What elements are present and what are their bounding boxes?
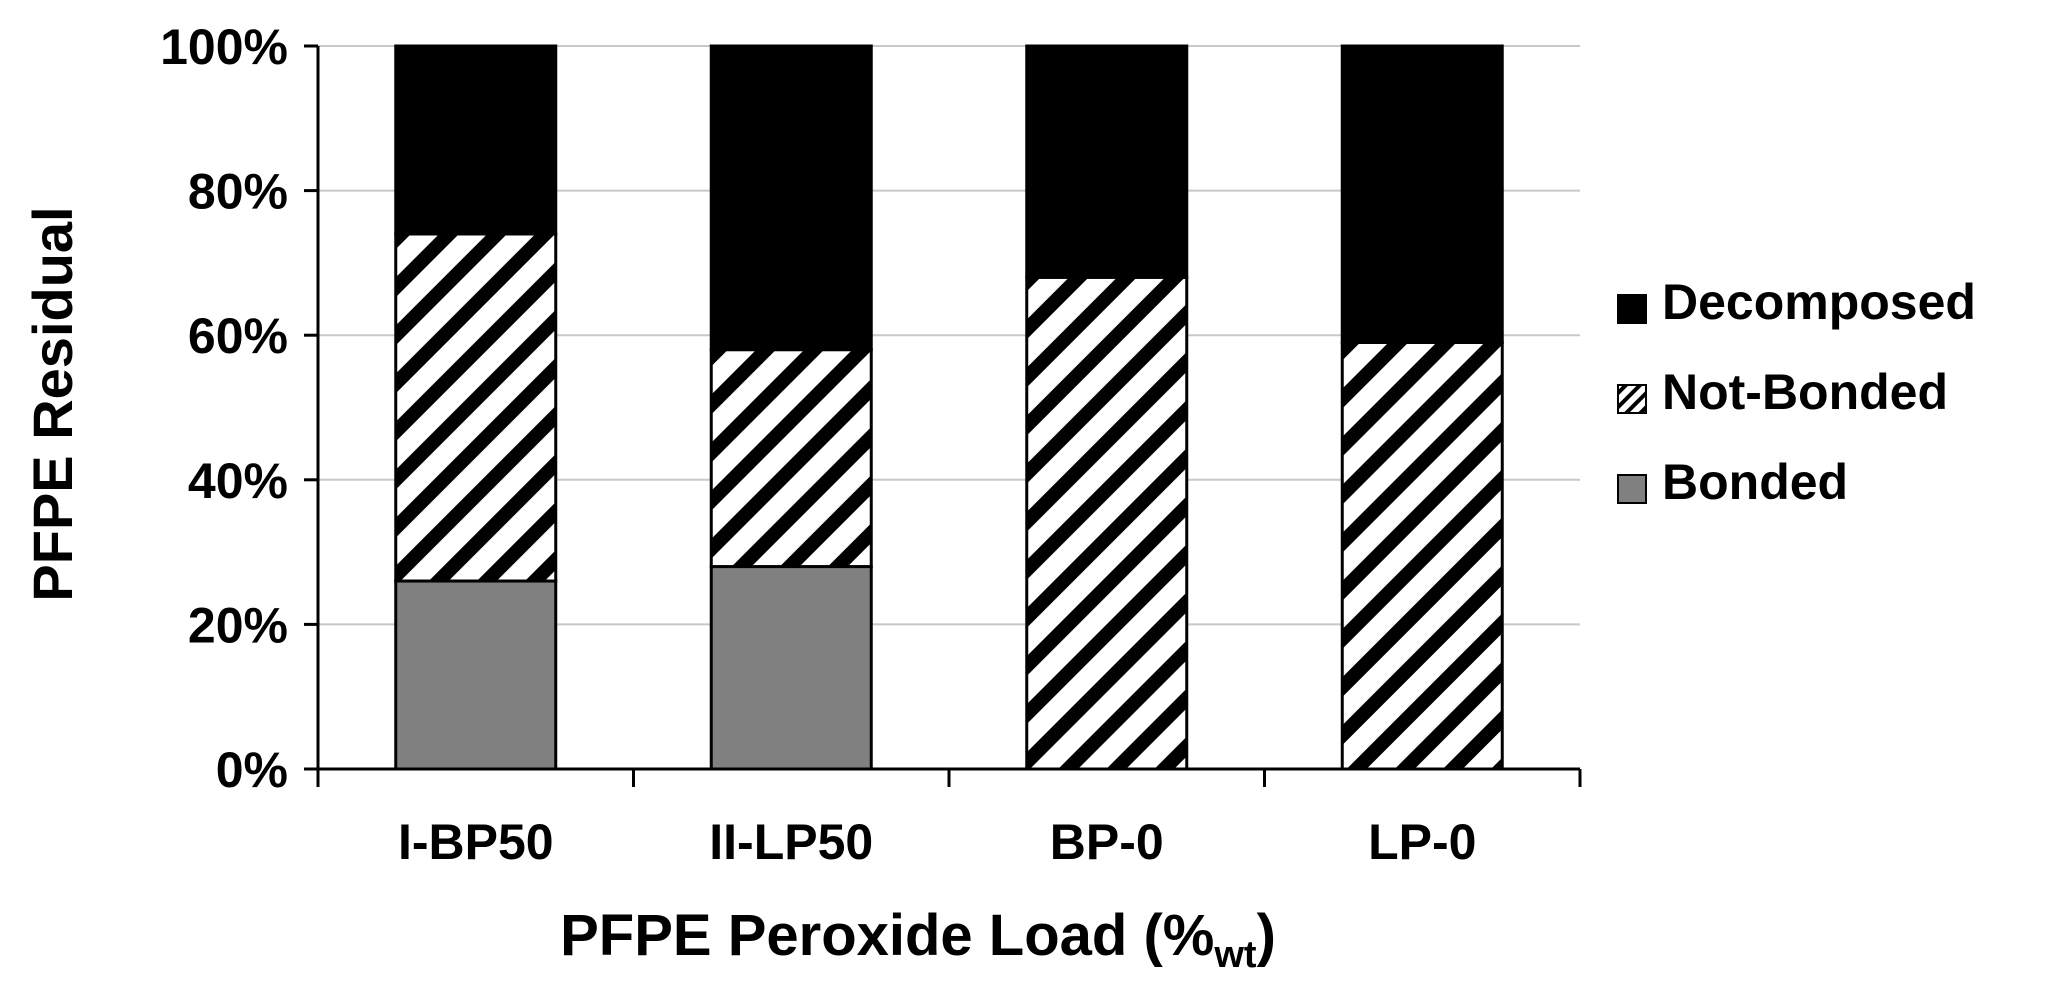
y-tick-label-4: 80% <box>188 164 288 220</box>
x-tick-label-lp-0: LP-0 <box>1368 814 1476 870</box>
bar-i-bp50-bonded <box>394 579 558 771</box>
x-axis-title: PFPE Peroxide Load (%wt) <box>560 903 1276 976</box>
legend-swatch-bonded <box>1617 474 1647 504</box>
x-axis-tick-labels: I-BP50 II-LP50 BP-0 LP-0 <box>398 814 1476 870</box>
legend-label-not-bonded: Not-Bonded <box>1662 364 1948 420</box>
x-tick-label-ii-lp50: II-LP50 <box>709 814 873 870</box>
y-tick-label-0: 0% <box>216 742 288 798</box>
bar-bp-0-decomposed <box>1025 44 1189 279</box>
bar-ii-lp50-decomposed <box>709 44 873 352</box>
bar-ii-lp50-bonded <box>709 565 873 771</box>
x-tick-label-i-bp50: I-BP50 <box>398 814 554 870</box>
x-axis-title-suffix: ) <box>1257 903 1276 968</box>
y-axis-tick-labels: 0% 20% 40% 60% 80% 100% <box>160 19 288 798</box>
bar-i-bp50-not-bonded <box>394 232 558 583</box>
x-axis-title-main: PFPE Peroxide Load (% <box>560 903 1214 968</box>
bar-lp-0-not-bonded <box>1340 340 1504 771</box>
bar-ii-lp50-not-bonded <box>709 348 873 569</box>
y-tick-label-2: 40% <box>188 453 288 509</box>
bar-i-bp50-decomposed <box>394 44 558 236</box>
y-tick-label-1: 20% <box>188 597 288 653</box>
x-tick-label-bp-0: BP-0 <box>1050 814 1164 870</box>
legend: Decomposed Not-Bonded Bonded <box>1617 274 1976 510</box>
y-axis-title: PFPE Residual <box>21 206 84 601</box>
x-axis-title-subscript: wt <box>1213 934 1257 976</box>
legend-swatch-not-bonded <box>1617 384 1647 414</box>
y-tick-label-5: 100% <box>160 19 288 75</box>
legend-label-bonded: Bonded <box>1662 454 1848 510</box>
axes <box>304 44 1582 787</box>
y-tick-label-3: 60% <box>188 308 288 364</box>
bar-lp-0-decomposed <box>1340 44 1504 344</box>
bars <box>394 44 1504 771</box>
legend-swatch-decomposed <box>1617 294 1647 324</box>
bar-bp-0-not-bonded <box>1025 275 1189 771</box>
legend-label-decomposed: Decomposed <box>1662 274 1976 330</box>
